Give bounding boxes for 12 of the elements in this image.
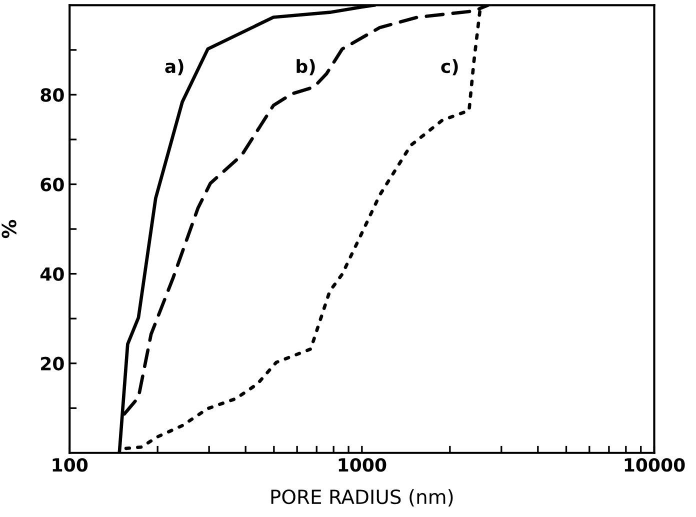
y-tick-label: 40 bbox=[40, 267, 64, 281]
x-tick-label: 100 bbox=[52, 458, 88, 472]
x-axis-title: PORE RADIUS (nm) bbox=[271, 489, 453, 506]
y-tick-label: 20 bbox=[41, 356, 64, 370]
y-axis-title: % bbox=[2, 220, 16, 238]
series-label: b) bbox=[296, 59, 315, 76]
y-tick-label: 80 bbox=[40, 88, 64, 102]
series-label: a) bbox=[165, 59, 184, 76]
y-tick-label: 60 bbox=[40, 178, 64, 192]
x-tick-label: 10000 bbox=[624, 458, 685, 472]
x-tick-label: 1000 bbox=[338, 458, 386, 472]
series-label: c) bbox=[441, 59, 458, 76]
